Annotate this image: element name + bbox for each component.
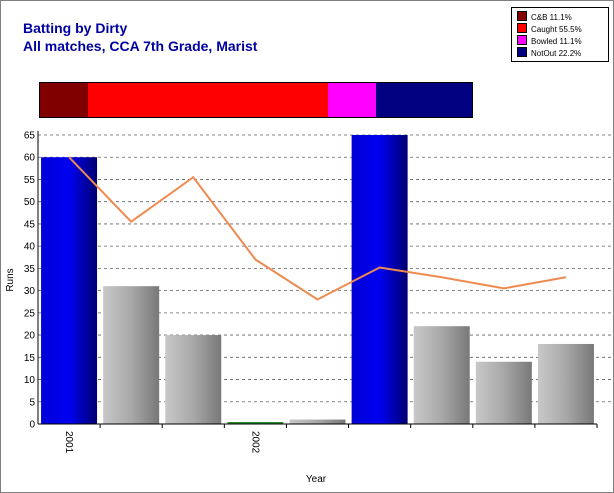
y-tick-label: 30 — [24, 286, 36, 297]
axes — [37, 131, 598, 428]
legend-swatch-bowled — [517, 35, 527, 45]
average-line — [68, 156, 567, 301]
y-axis-title: Runs — [5, 268, 16, 291]
legend-swatch-caught — [517, 23, 527, 33]
y-tick-label: 15 — [24, 353, 36, 364]
bar-innings-8 — [475, 361, 532, 424]
legend-label-caught: Caught 55.5% — [531, 25, 582, 34]
y-tick-label: 55 — [24, 175, 36, 186]
x-tick-label: 2002 — [249, 431, 260, 454]
bars — [41, 135, 594, 424]
y-tick-label: 65 — [24, 131, 36, 142]
y-tick-label: 50 — [24, 197, 36, 208]
chart-title: Batting by Dirty — [23, 20, 128, 36]
legend-item-bowled: Bowled 11.1% — [517, 35, 582, 46]
legend: C&B 11.1% Caught 55.5% Bowled 11.1% NotO… — [511, 7, 609, 62]
x-tick-labels: 2001 2002 — [63, 431, 260, 454]
bar-innings-5 — [289, 419, 346, 424]
bar-innings-1 — [41, 157, 98, 424]
y-tick-label: 45 — [24, 219, 36, 230]
bar-innings-4 — [227, 422, 284, 424]
bar-innings-3 — [165, 335, 222, 424]
legend-item-notout: NotOut 22.2% — [517, 47, 581, 58]
dismissal-segment-cb — [40, 83, 88, 117]
y-tick-label: 60 — [24, 153, 36, 164]
bar-innings-9 — [537, 343, 594, 424]
legend-swatch-cb — [517, 11, 527, 21]
y-tick-label: 20 — [24, 331, 36, 342]
legend-label-cb: C&B 11.1% — [531, 13, 572, 22]
y-tick-label: 0 — [29, 420, 35, 431]
y-tick-label: 35 — [24, 264, 36, 275]
x-axis-title: Year — [306, 474, 327, 485]
bar-innings-2 — [103, 286, 160, 424]
dismissal-breakdown-bar — [39, 82, 473, 118]
legend-item-caught: Caught 55.5% — [517, 23, 582, 34]
legend-swatch-notout — [517, 47, 527, 57]
legend-item-cb: C&B 11.1% — [517, 11, 572, 22]
legend-label-bowled: Bowled 11.1% — [531, 37, 582, 46]
x-tick-label: 2001 — [63, 431, 74, 454]
y-tick-labels: 0 5 10 15 20 25 30 35 40 45 50 55 60 65 — [24, 131, 36, 431]
dismissal-segment-bowled — [327, 83, 376, 117]
dismissal-segment-caught — [87, 83, 328, 117]
average-series-line — [68, 156, 567, 301]
y-tick-label: 40 — [24, 242, 36, 253]
dismissal-segment-notout — [375, 83, 472, 117]
legend-label-notout: NotOut 22.2% — [531, 49, 582, 58]
y-tick-label: 5 — [29, 397, 35, 408]
y-tick-label: 25 — [24, 308, 36, 319]
y-tick-label: 10 — [24, 375, 36, 386]
chart-subtitle: All matches, CCA 7th Grade, Marist — [23, 38, 258, 54]
bar-innings-7 — [413, 326, 470, 424]
bar-innings-6 — [351, 135, 408, 424]
